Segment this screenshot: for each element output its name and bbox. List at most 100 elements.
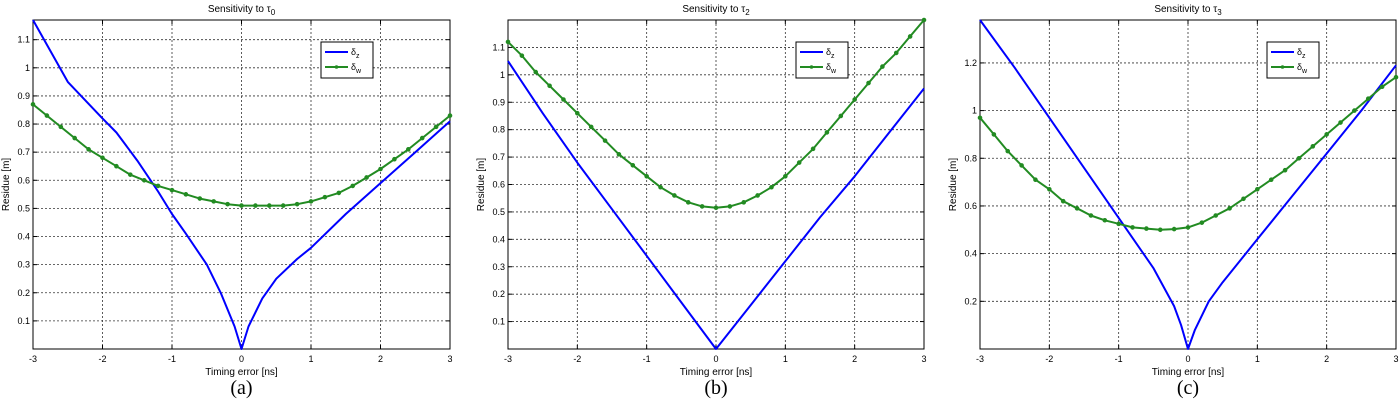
y-tick-label: 1 [972, 106, 977, 116]
x-tick-label: -2 [98, 354, 106, 364]
y-axis-label: Residue [m] [476, 158, 487, 212]
chart-panel-c: -3 -2 -1 0 1 2 3 0.2 0.4 0.6 0.8 1 1.2 Sensitivity to… [948, 4, 1399, 399]
chart-panel-b: -3 -2 -1 0 1 2 3 0.1 0.2 0.3 0.4 0.5 0.6 0.7 0.8 0.9 1 1.… [476, 4, 927, 399]
data-point-w [1282, 167, 1288, 173]
data-point-w [561, 97, 566, 102]
data-point-w [658, 184, 663, 190]
chart-title: Sensitivity to τ0 [208, 4, 276, 17]
x-tick-label: -3 [976, 354, 984, 364]
x-tick-label: 0 [239, 354, 244, 364]
panel-caption: (c) [1177, 377, 1199, 399]
data-point-w [838, 113, 844, 119]
data-point-w [1296, 155, 1302, 161]
y-tick-label: 0.6 [17, 175, 30, 185]
data-point-w [100, 155, 105, 161]
data-point-w [893, 50, 899, 56]
data-point-w [1310, 144, 1316, 149]
data-point-w [267, 203, 272, 208]
data-point-w [741, 200, 747, 205]
data-point-w [1005, 148, 1011, 154]
data-point-w [197, 196, 203, 201]
panel-caption: (b) [704, 377, 727, 399]
legend-label-w: δw [826, 62, 837, 75]
x-tick-label: -1 [1115, 354, 1123, 364]
data-point-w [58, 124, 64, 130]
x-axis-label: Timing error [ns] [205, 367, 278, 378]
data-point-w [505, 39, 511, 45]
data-point-w [169, 187, 175, 193]
y-tick-label: 0.7 [492, 152, 505, 162]
legend: δz δw [320, 41, 374, 79]
legend: δz δw [1266, 41, 1320, 79]
x-tick-label: 1 [1255, 354, 1260, 364]
x-tick-label: 2 [1324, 354, 1329, 364]
y-tick-label: 0.7 [17, 147, 30, 157]
data-point-w [1365, 96, 1371, 101]
data-point-w [1088, 213, 1094, 218]
data-point-w [280, 203, 286, 208]
data-point-w [602, 138, 608, 143]
data-point-w [1199, 220, 1205, 225]
data-point-w [519, 53, 525, 58]
data-point-w [769, 184, 774, 190]
y-tick-label: 0.4 [492, 234, 505, 244]
x-tick-label: -2 [573, 354, 581, 364]
data-point-w [44, 113, 50, 118]
data-point-w [866, 80, 871, 86]
data-point-w [796, 160, 802, 165]
x-tick-label: 0 [1185, 354, 1190, 364]
data-point-w [364, 175, 369, 180]
data-point-w [810, 146, 816, 152]
y-tick-label: 0.6 [964, 201, 977, 211]
x-tick-label: 3 [921, 354, 926, 364]
x-tick-label: 2 [852, 354, 857, 364]
data-point-w [713, 205, 719, 211]
data-point-w [72, 135, 77, 141]
y-tick-label: 0.2 [17, 288, 30, 298]
data-point-w [921, 17, 927, 23]
x-tick-label: 1 [783, 354, 788, 364]
y-tick-label: 0.8 [492, 125, 505, 135]
data-point-w [253, 203, 258, 208]
legend-marker [334, 65, 339, 69]
legend-marker [809, 65, 814, 69]
y-tick-label: 1 [500, 70, 505, 80]
x-tick-label: 3 [447, 354, 452, 364]
data-point-w [1338, 120, 1343, 125]
data-point-w [1379, 84, 1385, 90]
data-point-w [1227, 206, 1232, 211]
data-point-w [616, 152, 622, 157]
x-tick-label: -1 [168, 354, 176, 364]
data-point-w [406, 147, 411, 152]
x-tick-label: -3 [29, 354, 37, 364]
y-tick-label: 0.1 [492, 317, 505, 327]
data-point-w [1352, 108, 1357, 113]
data-point-w [533, 69, 539, 75]
legend-label-w: δw [1297, 62, 1308, 75]
data-point-w [378, 166, 383, 172]
y-tick-label: 0.8 [964, 153, 977, 163]
data-point-w [977, 115, 983, 121]
legend-box [1266, 41, 1320, 79]
series-line-z [32, 19, 451, 350]
series-line-z [507, 60, 925, 350]
y-tick-label: 0.4 [17, 232, 30, 242]
data-point-w [852, 97, 857, 102]
legend-label-z: δz [826, 47, 835, 60]
legend-box [320, 41, 374, 79]
y-tick-label: 0.3 [17, 260, 30, 270]
data-point-w [447, 113, 453, 118]
data-point-w [141, 177, 147, 183]
y-tick-label: 1 [25, 63, 30, 73]
y-tick-label: 0.6 [492, 180, 505, 190]
data-point-w [86, 147, 91, 152]
data-point-w [588, 124, 594, 130]
data-point-w [644, 173, 649, 179]
data-point-w [392, 156, 397, 162]
data-point-w [672, 193, 677, 198]
x-tick-label: 2 [378, 354, 383, 364]
data-point-w [1019, 163, 1024, 168]
data-point-w [1033, 177, 1038, 183]
x-tick-label: -3 [504, 354, 512, 364]
chart-title: Sensitivity to τ3 [1154, 4, 1222, 17]
